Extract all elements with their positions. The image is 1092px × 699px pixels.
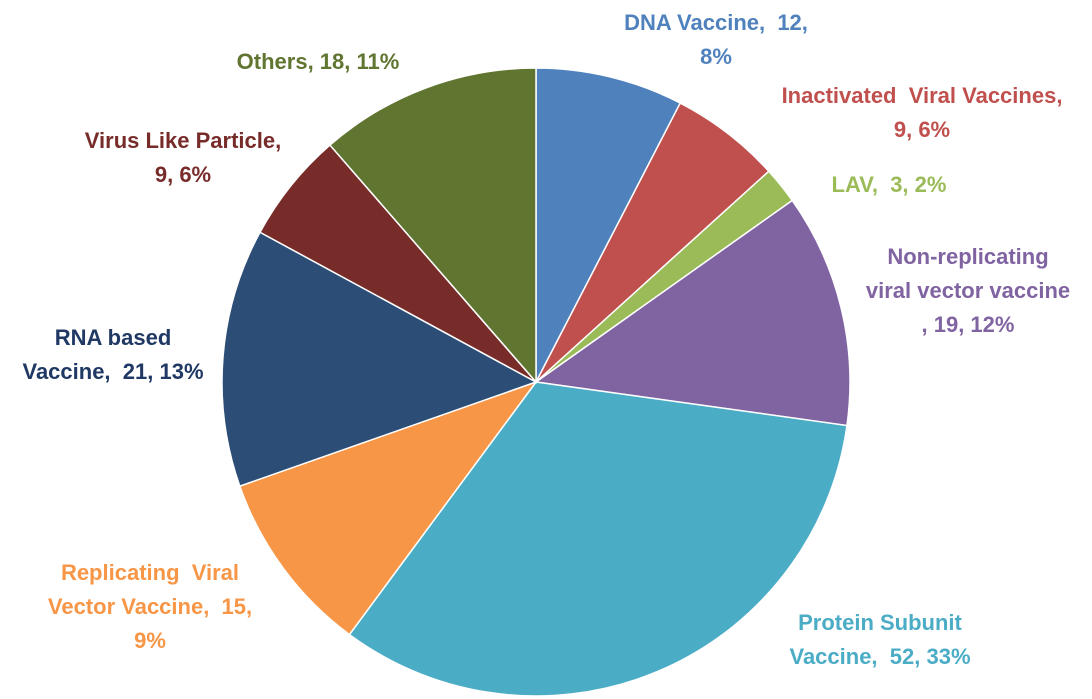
slice-protein-subunit-vaccine [348,381,848,697]
slice-replicating-viral-vector-vaccine [238,380,539,636]
data-label-replicating-viral-vector-vaccine: Replicating Viral Vector Vaccine, 15, 9% [48,560,252,653]
data-label-virus-like-particle: Virus Like Particle, 9, 6% [85,128,281,187]
data-label-line: Non-replicating [887,244,1048,269]
data-label-rna-based-vaccine: RNA based Vaccine, 21, 13% [22,325,203,384]
data-label-line: Virus Like Particle, [85,128,281,153]
data-label-protein-subunit-vaccine: Protein Subunit Vaccine, 52, 33% [789,610,970,669]
data-label-line: Replicating Viral [61,560,239,585]
slice-dna-vaccine [535,67,682,383]
data-label-line: Vaccine, 21, 13% [22,359,203,384]
data-label-line: LAV, 3, 2% [832,172,947,197]
slice-others [328,67,537,385]
data-label-line: Vector Vaccine, 15, [48,594,252,619]
data-label-line: DNA Vaccine, 12, [624,10,808,35]
data-label-line: , 19, 12% [922,312,1015,337]
data-label-dna-vaccine: DNA Vaccine, 12, 8% [624,10,808,69]
slice-rna-based-vaccine [221,231,538,488]
data-label-line: viral vector vaccine [866,278,1070,303]
slice-non-replicating-viral-vector-vaccine [534,199,851,427]
data-label-line: Vaccine, 52, 33% [789,644,970,669]
data-label-line: Others, 18, 11% [237,49,400,74]
data-label-line: RNA based [55,325,172,350]
data-label-lav: LAV, 3, 2% [832,172,947,197]
data-label-line: Inactivated Viral Vaccines, [782,83,1063,108]
data-label-line: Protein Subunit [798,610,962,635]
data-label-line: 9% [134,628,166,653]
data-label-line: 9, 6% [894,117,950,142]
data-label-inactivated-viral-vaccines: Inactivated Viral Vaccines, 9, 6% [782,83,1063,142]
data-label-line: 9, 6% [155,162,211,187]
data-label-others: Others, 18, 11% [237,49,400,74]
data-label-line: 8% [700,44,732,69]
data-label-non-replicating-viral-vector-vaccine: Non-replicating viral vector vaccine , 19,… [866,244,1070,337]
pie-labels: DNA Vaccine, 12, 8% Inactivated Viral Vacc… [22,10,1070,669]
pie-slices [221,67,851,697]
